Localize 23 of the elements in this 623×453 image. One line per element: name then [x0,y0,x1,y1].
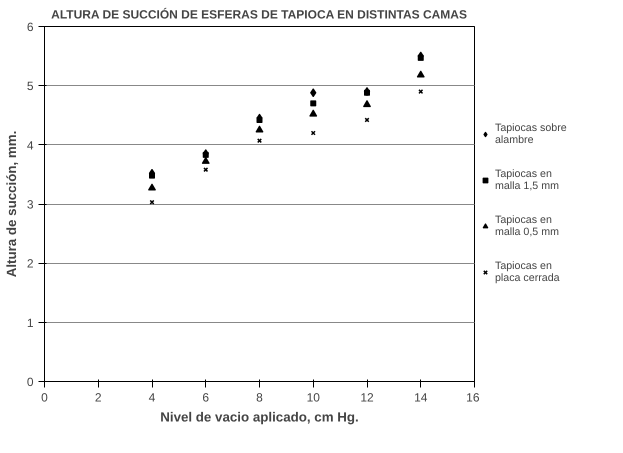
chart-title: ALTURA DE SUCCIÓN DE ESFERAS DE TAPIOCA EN DISTINTAS CAMAS [51,8,467,22]
x-tick-label: 16 [466,390,480,404]
x-tick-label: 14 [414,390,428,404]
legend-label: Tapiocas sobre alambre [495,122,567,146]
y-tick-label: 4 [26,138,34,152]
legend-label: Tapiocas en placa cerrada [495,260,560,284]
x-tick-label: 10 [306,390,320,404]
x-tick-label: 8 [256,390,264,404]
x-tick-label: 0 [41,390,48,404]
y-tick-label: 6 [26,20,34,34]
x-axis-title: Nivel de vacio aplicado, cm Hg. [160,410,359,424]
x-tick-label: 12 [360,390,374,404]
y-axis-title: Altura de succión, mm. [4,130,19,278]
legend-label: Tapiocas en malla 0,5 mm [495,214,559,238]
x-tick-label: 2 [94,390,102,404]
y-tick-label: 0 [26,375,34,389]
y-tick-label: 3 [26,198,34,212]
y-tick-label: 1 [26,316,34,330]
x-tick-label: 4 [148,390,156,404]
x-tick-label: 6 [202,390,210,404]
y-tick-label: 2 [26,256,34,271]
legend-label: Tapiocas en malla 1,5 mm [495,168,559,192]
y-tick-label: 5 [26,79,34,94]
